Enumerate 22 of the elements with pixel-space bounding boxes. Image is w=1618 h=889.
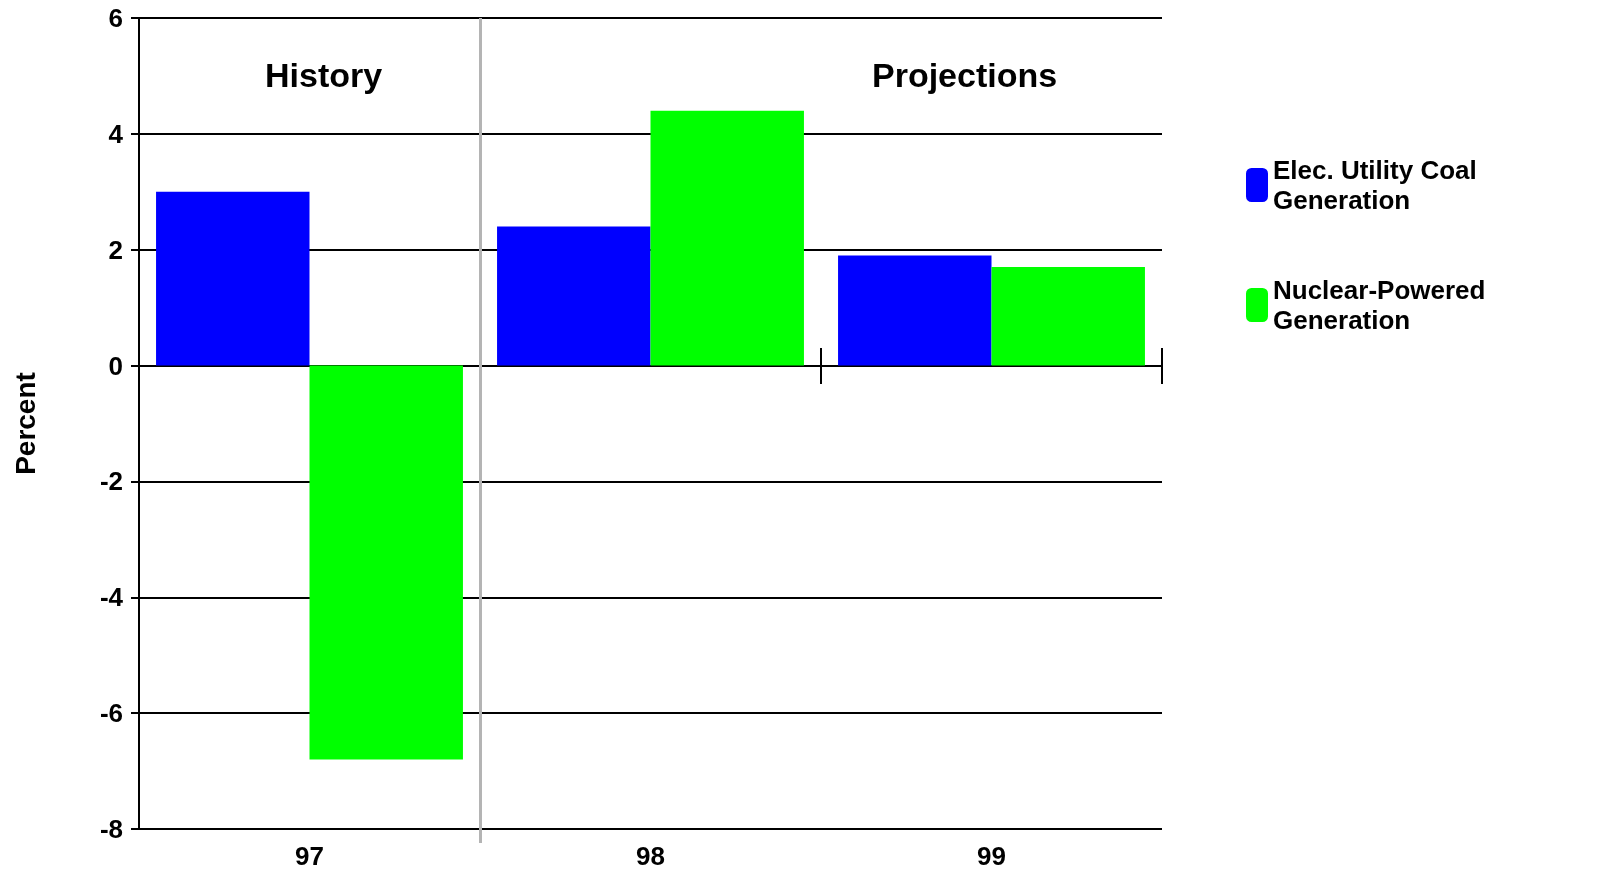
bar [650,110,804,366]
annotation: History [265,56,383,94]
bar [309,365,463,760]
y-tick-label: -4 [99,582,124,613]
bar [838,255,992,366]
x-tick-label: 98 [636,841,665,871]
y-axis-title: Percent [9,372,41,475]
annotation: Projections [872,56,1058,94]
bar [497,226,651,366]
y-tick-label: 6 [108,3,123,33]
y-tick-label: -6 [99,698,123,729]
y-tick-label: -8 [99,814,123,844]
y-tick-label: -2 [99,466,123,497]
y-tick-label: 4 [108,118,124,149]
y-tick-label: 2 [108,234,123,265]
legend-label: Nuclear-Powered Generation [1273,275,1493,335]
bar [991,267,1145,366]
bar [156,191,310,366]
x-tick-label: 97 [295,841,324,871]
x-tick-label: 99 [977,841,1006,871]
y-tick-label: 0 [108,350,123,381]
legend-label: Elec. Utility Coal Generation [1273,155,1484,215]
